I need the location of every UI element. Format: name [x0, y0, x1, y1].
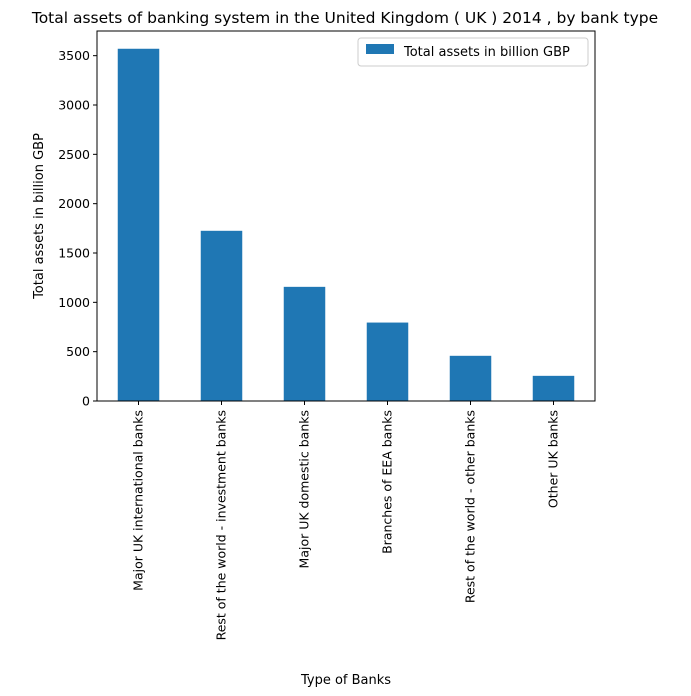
x-axis-label: Type of Banks — [300, 673, 391, 688]
y-tick-label: 2500 — [58, 147, 90, 162]
bar — [533, 376, 575, 401]
y-axis-label: Total assets in billion GBP — [32, 133, 47, 300]
x-axis: Major UK international banks Rest of the … — [131, 401, 561, 640]
legend: Total assets in billion GBP — [358, 38, 588, 66]
bar — [201, 231, 243, 401]
plot-frame — [97, 31, 595, 401]
y-axis: 0 500 1000 1500 2000 2500 3000 3500 — [58, 48, 97, 408]
x-tick-label: Major UK domestic banks — [297, 410, 312, 568]
x-tick-label: Rest of the world - other banks — [463, 410, 478, 603]
x-tick-label: Other UK banks — [546, 410, 561, 508]
x-tick-label: Major UK international banks — [131, 410, 146, 591]
bar — [118, 49, 160, 401]
chart-title: Total assets of banking system in the Un… — [31, 9, 658, 27]
x-tick-label: Branches of EEA banks — [380, 410, 395, 554]
bar — [284, 287, 326, 401]
y-tick-label: 2000 — [58, 196, 90, 211]
y-tick-label: 0 — [82, 394, 90, 409]
y-tick-label: 3000 — [58, 98, 90, 113]
y-tick-label: 1500 — [58, 246, 90, 261]
legend-label: Total assets in billion GBP — [403, 45, 570, 60]
y-tick-label: 500 — [66, 344, 90, 359]
bar — [367, 323, 409, 401]
y-tick-label: 1000 — [58, 295, 90, 310]
bar — [450, 356, 492, 401]
x-tick-label: Rest of the world - investment banks — [214, 410, 229, 640]
y-tick-label: 3500 — [58, 48, 90, 63]
bars-group — [118, 49, 575, 401]
legend-swatch — [366, 44, 394, 54]
